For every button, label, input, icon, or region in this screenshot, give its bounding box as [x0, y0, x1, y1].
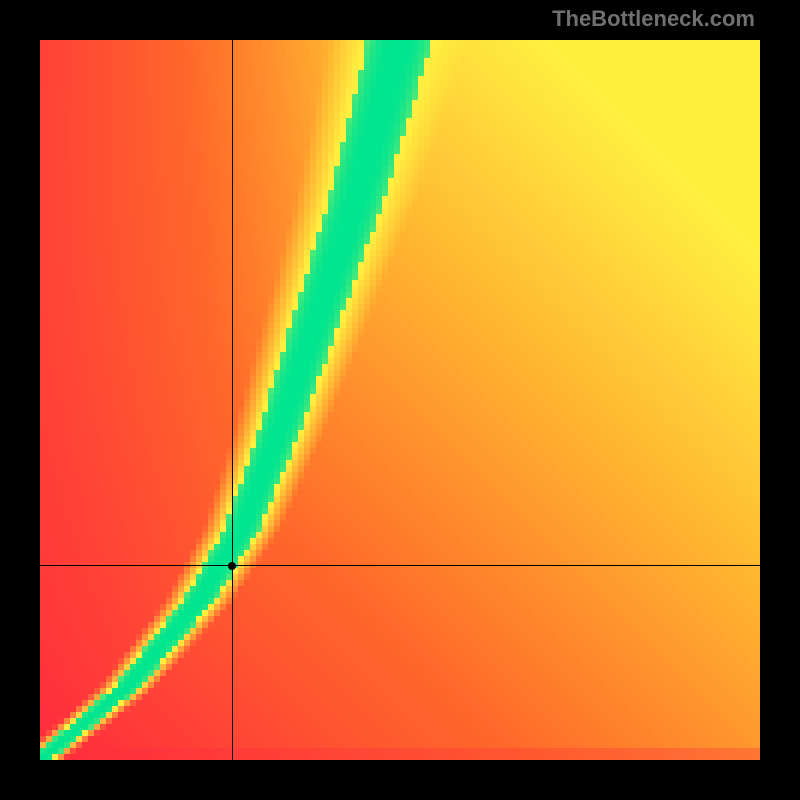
crosshair-vertical [232, 40, 233, 760]
watermark-text: TheBottleneck.com [552, 6, 755, 32]
crosshair-marker [228, 562, 236, 570]
crosshair-horizontal [40, 565, 760, 566]
chart-container: TheBottleneck.com [0, 0, 800, 800]
heatmap-canvas [0, 0, 800, 800]
